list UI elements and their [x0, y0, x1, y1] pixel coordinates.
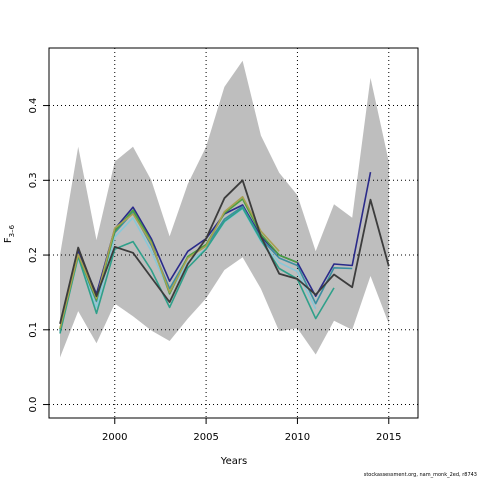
- x-tick-label: 2010: [285, 432, 310, 443]
- y-axis-label-sub: 3–6: [8, 224, 16, 237]
- footer-credit: stockassessment.org, nam_monk_2ed, r8743: [363, 472, 477, 478]
- x-tick-label: 2000: [102, 432, 127, 443]
- axis-layer: 2000 2005 2010 2015 0.0 0.1 0.2 0.3 0.4: [28, 98, 401, 443]
- y-axis-label: F3–6: [3, 224, 16, 243]
- y-tick-label: 0.3: [28, 172, 39, 188]
- x-tick-label: 2015: [376, 432, 401, 443]
- y-axis-label-main: F: [3, 237, 14, 243]
- y-tick-label: 0.2: [28, 247, 39, 263]
- series-line-7: [59, 179, 390, 325]
- y-tick-label: 0.4: [28, 98, 39, 114]
- series-line-6: [59, 195, 280, 329]
- x-axis-label: Years: [220, 456, 247, 467]
- plot-frame: [48, 47, 419, 419]
- series-line-4: [59, 207, 335, 334]
- y-tick-label: 0.0: [28, 397, 39, 413]
- series-layer: [59, 171, 390, 334]
- y-tick-label: 0.1: [28, 322, 39, 338]
- svg-text:F3–6: F3–6: [3, 224, 16, 243]
- x-tick-label: 2005: [193, 432, 218, 443]
